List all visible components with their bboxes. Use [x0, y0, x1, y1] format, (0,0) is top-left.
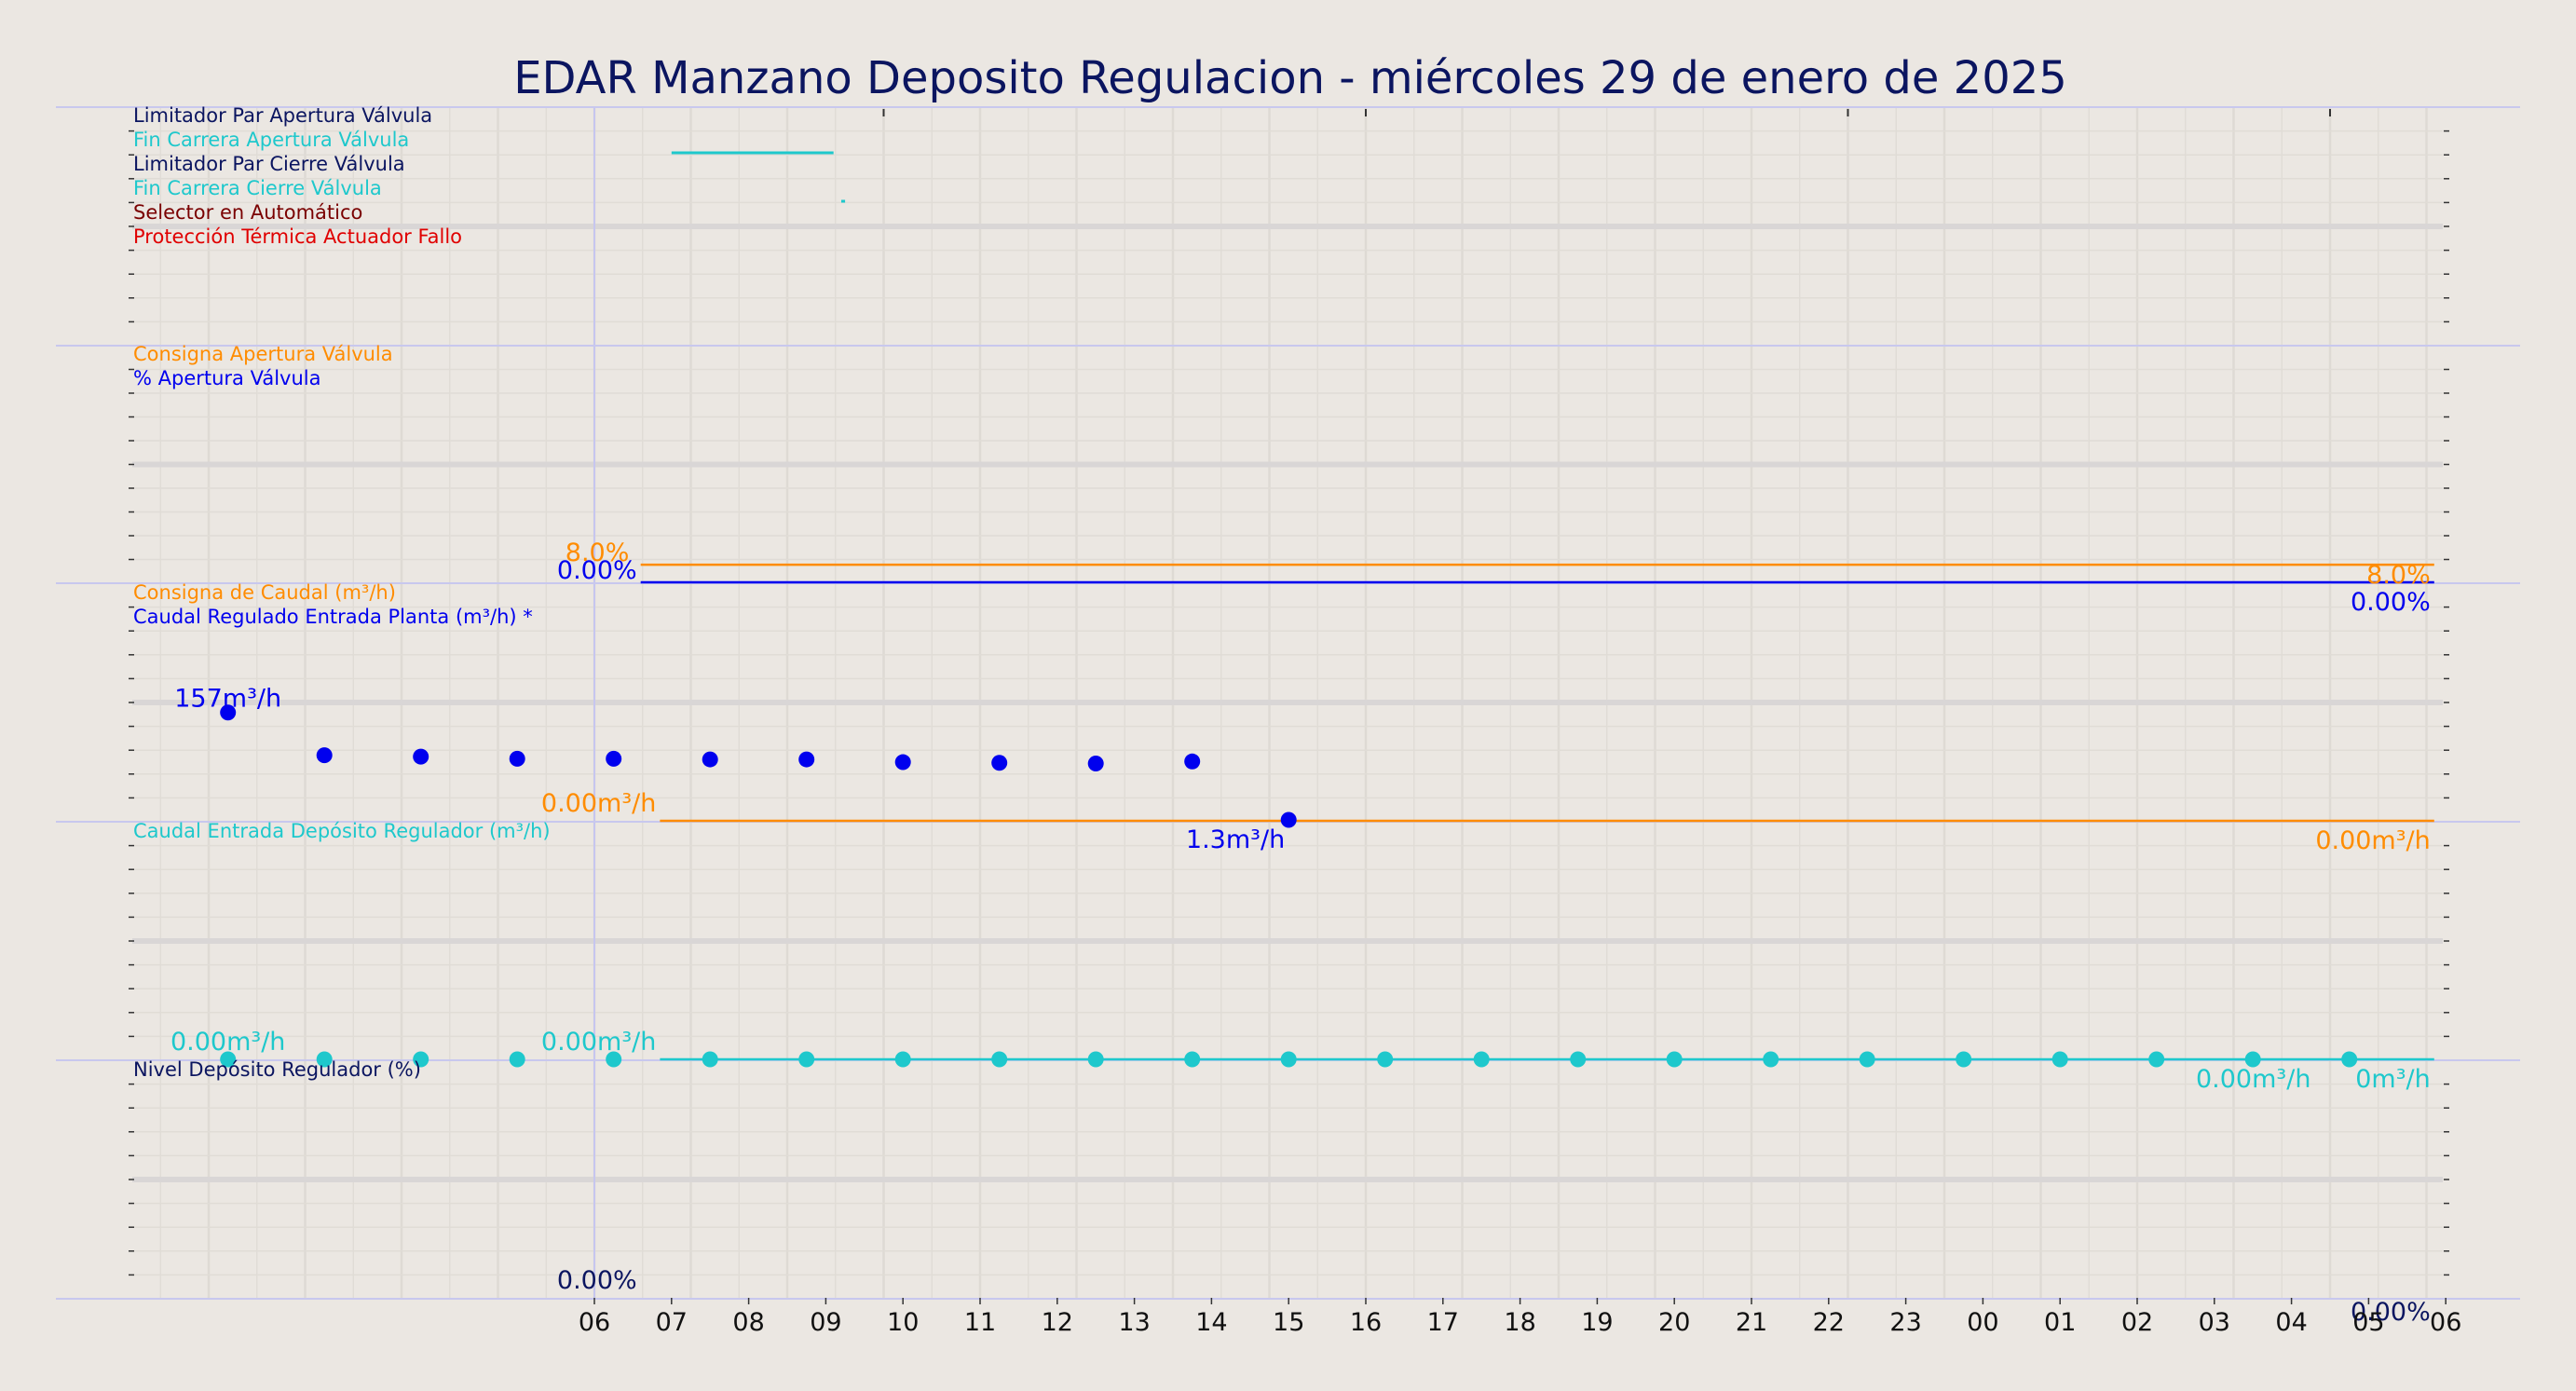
data-point [1859, 1051, 1875, 1068]
data-point [2148, 1051, 2165, 1068]
series-label: Fin Carrera Apertura Válvula [133, 129, 409, 151]
series-label: Selector en Automático [133, 201, 362, 224]
x-tick-label: 14 [1195, 1308, 1227, 1337]
grid [129, 107, 2449, 1299]
x-tick-label: 08 [732, 1308, 764, 1337]
data-point [1184, 753, 1201, 770]
data-point [1570, 1051, 1587, 1068]
x-tick-label: 02 [2121, 1308, 2153, 1337]
x-tick-label: 19 [1581, 1308, 1613, 1337]
x-tick-label: 11 [964, 1308, 996, 1337]
x-tick-label: 04 [2275, 1308, 2307, 1337]
data-point [1280, 811, 1297, 828]
series-label: Caudal Regulado Entrada Planta (m³/h) * [133, 606, 533, 628]
data-point [894, 754, 911, 771]
value-label: 0m³/h [2355, 1065, 2431, 1094]
data-point [509, 1051, 525, 1068]
data-point [2244, 1051, 2261, 1068]
data-point [991, 755, 1008, 771]
x-tick-label: 21 [1736, 1308, 1767, 1337]
data-point [606, 1051, 622, 1068]
x-tick-label: 07 [656, 1308, 688, 1337]
value-label: 0.00m³/h [2196, 1065, 2310, 1094]
series-layer [220, 151, 2434, 1068]
value-label: 0.00m³/h [541, 789, 656, 818]
data-point [1956, 1051, 1972, 1068]
x-tick-label: 18 [1504, 1308, 1535, 1337]
data-point [798, 1051, 815, 1068]
series-label: Fin Carrera Cierre Válvula [133, 177, 382, 199]
value-label: 8.0% [566, 539, 630, 567]
data-point [509, 750, 525, 767]
x-tick-label: 10 [887, 1308, 919, 1337]
x-tick-label: 22 [1813, 1308, 1845, 1337]
value-label: 157m³/h [174, 685, 281, 714]
value-label: 0.00m³/h [2315, 826, 2430, 855]
data-point [1763, 1051, 1779, 1068]
value-label: 0.00% [2351, 1298, 2431, 1327]
data-point [413, 748, 429, 765]
value-label: 0.00% [557, 556, 637, 585]
x-axis-ticks: 06 07 08 09 10 11 12 13 14 15 16 17 18 19 20 21 22 23 00 01… [579, 1298, 2461, 1337]
x-tick-label: 01 [2044, 1308, 2076, 1337]
x-tick-label: 06 [579, 1308, 610, 1337]
data-point [2341, 1051, 2358, 1068]
data-point [316, 747, 333, 764]
data-point [2051, 1051, 2068, 1068]
data-point [1280, 1051, 1297, 1068]
series-label: % Apertura Válvula [133, 367, 320, 389]
data-point [220, 704, 237, 721]
series-label: Caudal Entrada Depósito Regulador (m³/h) [133, 820, 551, 842]
x-tick-label: 16 [1350, 1308, 1382, 1337]
chart-title: EDAR Manzano Deposito Regulacion - miérc… [513, 52, 2067, 104]
series-label: Limitador Par Apertura Válvula [133, 104, 432, 127]
series-label: Protección Térmica Actuador Fallo [133, 225, 462, 248]
data-point [606, 750, 622, 767]
x-tick-label: 06 [2430, 1308, 2461, 1337]
x-tick-label: 05 [2352, 1308, 2384, 1337]
value-label: 1.3m³/h [1186, 825, 1285, 854]
x-tick-label: 09 [810, 1308, 841, 1337]
data-point [220, 1051, 237, 1068]
data-point [1473, 1051, 1490, 1068]
data-point [702, 1051, 718, 1068]
value-label: 0.00m³/h [541, 1028, 656, 1057]
series-label: Nivel Depósito Regulador (%) [133, 1058, 421, 1081]
value-label: 0.00m³/h [170, 1028, 285, 1057]
x-tick-label: 03 [2199, 1308, 2230, 1337]
data-point [1087, 1051, 1104, 1068]
series-label: Consigna Apertura Válvula [133, 343, 393, 365]
x-tick-label: 23 [1889, 1308, 1921, 1337]
data-point [1666, 1051, 1683, 1068]
value-label: 0.00% [557, 1266, 637, 1295]
series-label: Limitador Par Cierre Válvula [133, 153, 405, 175]
x-tick-label: 13 [1118, 1308, 1150, 1337]
data-point [798, 751, 815, 768]
x-tick-label: 17 [1427, 1308, 1459, 1337]
value-label: 0.00% [2351, 588, 2431, 617]
data-point [702, 751, 718, 768]
series-label: Consigna de Caudal (m³/h) [133, 581, 396, 604]
x-tick-label: 00 [1967, 1308, 1998, 1337]
data-point [1087, 756, 1104, 772]
x-tick-label: 15 [1273, 1308, 1304, 1337]
x-tick-label: 12 [1042, 1308, 1073, 1337]
x-tick-label: 20 [1658, 1308, 1690, 1337]
data-point [316, 1051, 333, 1068]
data-point [991, 1051, 1008, 1068]
value-label: 8.0% [2366, 561, 2431, 590]
data-point [413, 1051, 429, 1068]
data-point [1377, 1051, 1394, 1068]
data-point [894, 1051, 911, 1068]
data-point [1184, 1051, 1201, 1068]
